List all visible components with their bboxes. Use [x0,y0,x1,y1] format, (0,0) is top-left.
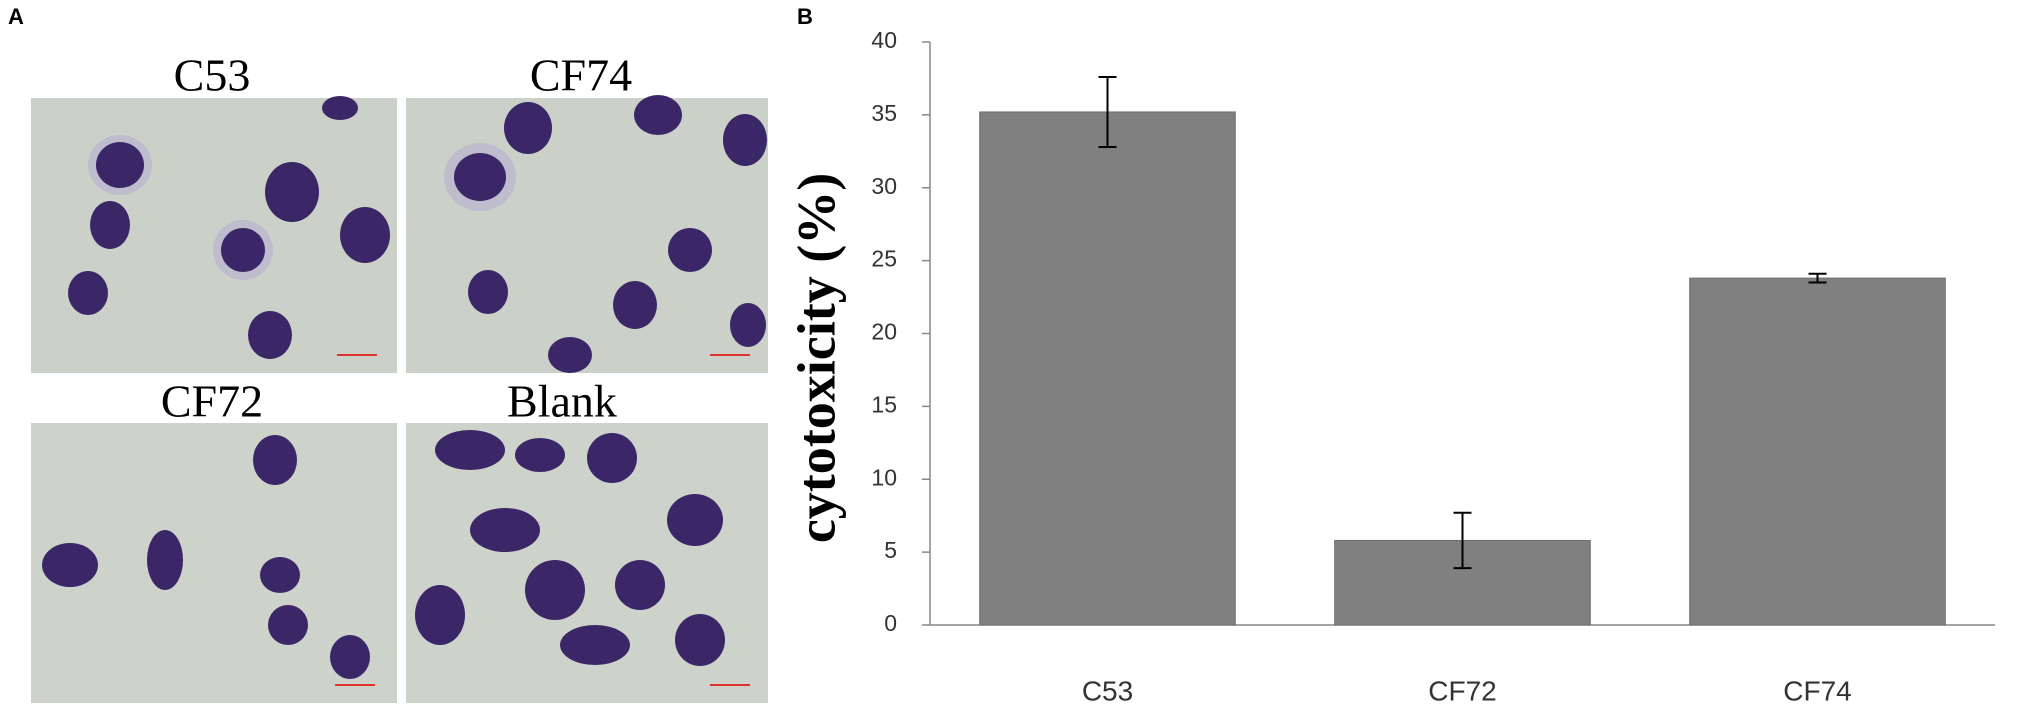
y-tick-label: 15 [871,391,897,417]
y-tick-label: 10 [871,464,897,490]
image-label: CF72 [161,376,263,427]
y-tick-label: 0 [884,610,897,636]
image-label: C53 [174,50,251,101]
y-axis-label: cytotoxicity (%) [786,173,846,543]
y-tick-label: 30 [871,173,897,199]
y-tick-label: 5 [884,537,897,563]
micrograph [31,96,397,373]
x-tick-label: CF74 [1783,675,1851,706]
y-tick-label: 40 [871,27,897,53]
panel-label: A [8,4,24,29]
image-label: Blank [507,376,617,427]
y-tick-label: 35 [871,100,897,126]
bar [1689,277,1946,626]
micrograph [406,95,768,373]
panel-label: B [797,4,813,29]
x-tick-label: C53 [1082,675,1133,706]
x-tick-label: CF72 [1428,675,1496,706]
image-label: CF74 [530,50,632,101]
y-tick-label: 20 [871,319,897,345]
micrograph [406,423,768,703]
bar [979,111,1236,626]
y-tick-label: 25 [871,246,897,272]
micrograph [31,423,397,703]
